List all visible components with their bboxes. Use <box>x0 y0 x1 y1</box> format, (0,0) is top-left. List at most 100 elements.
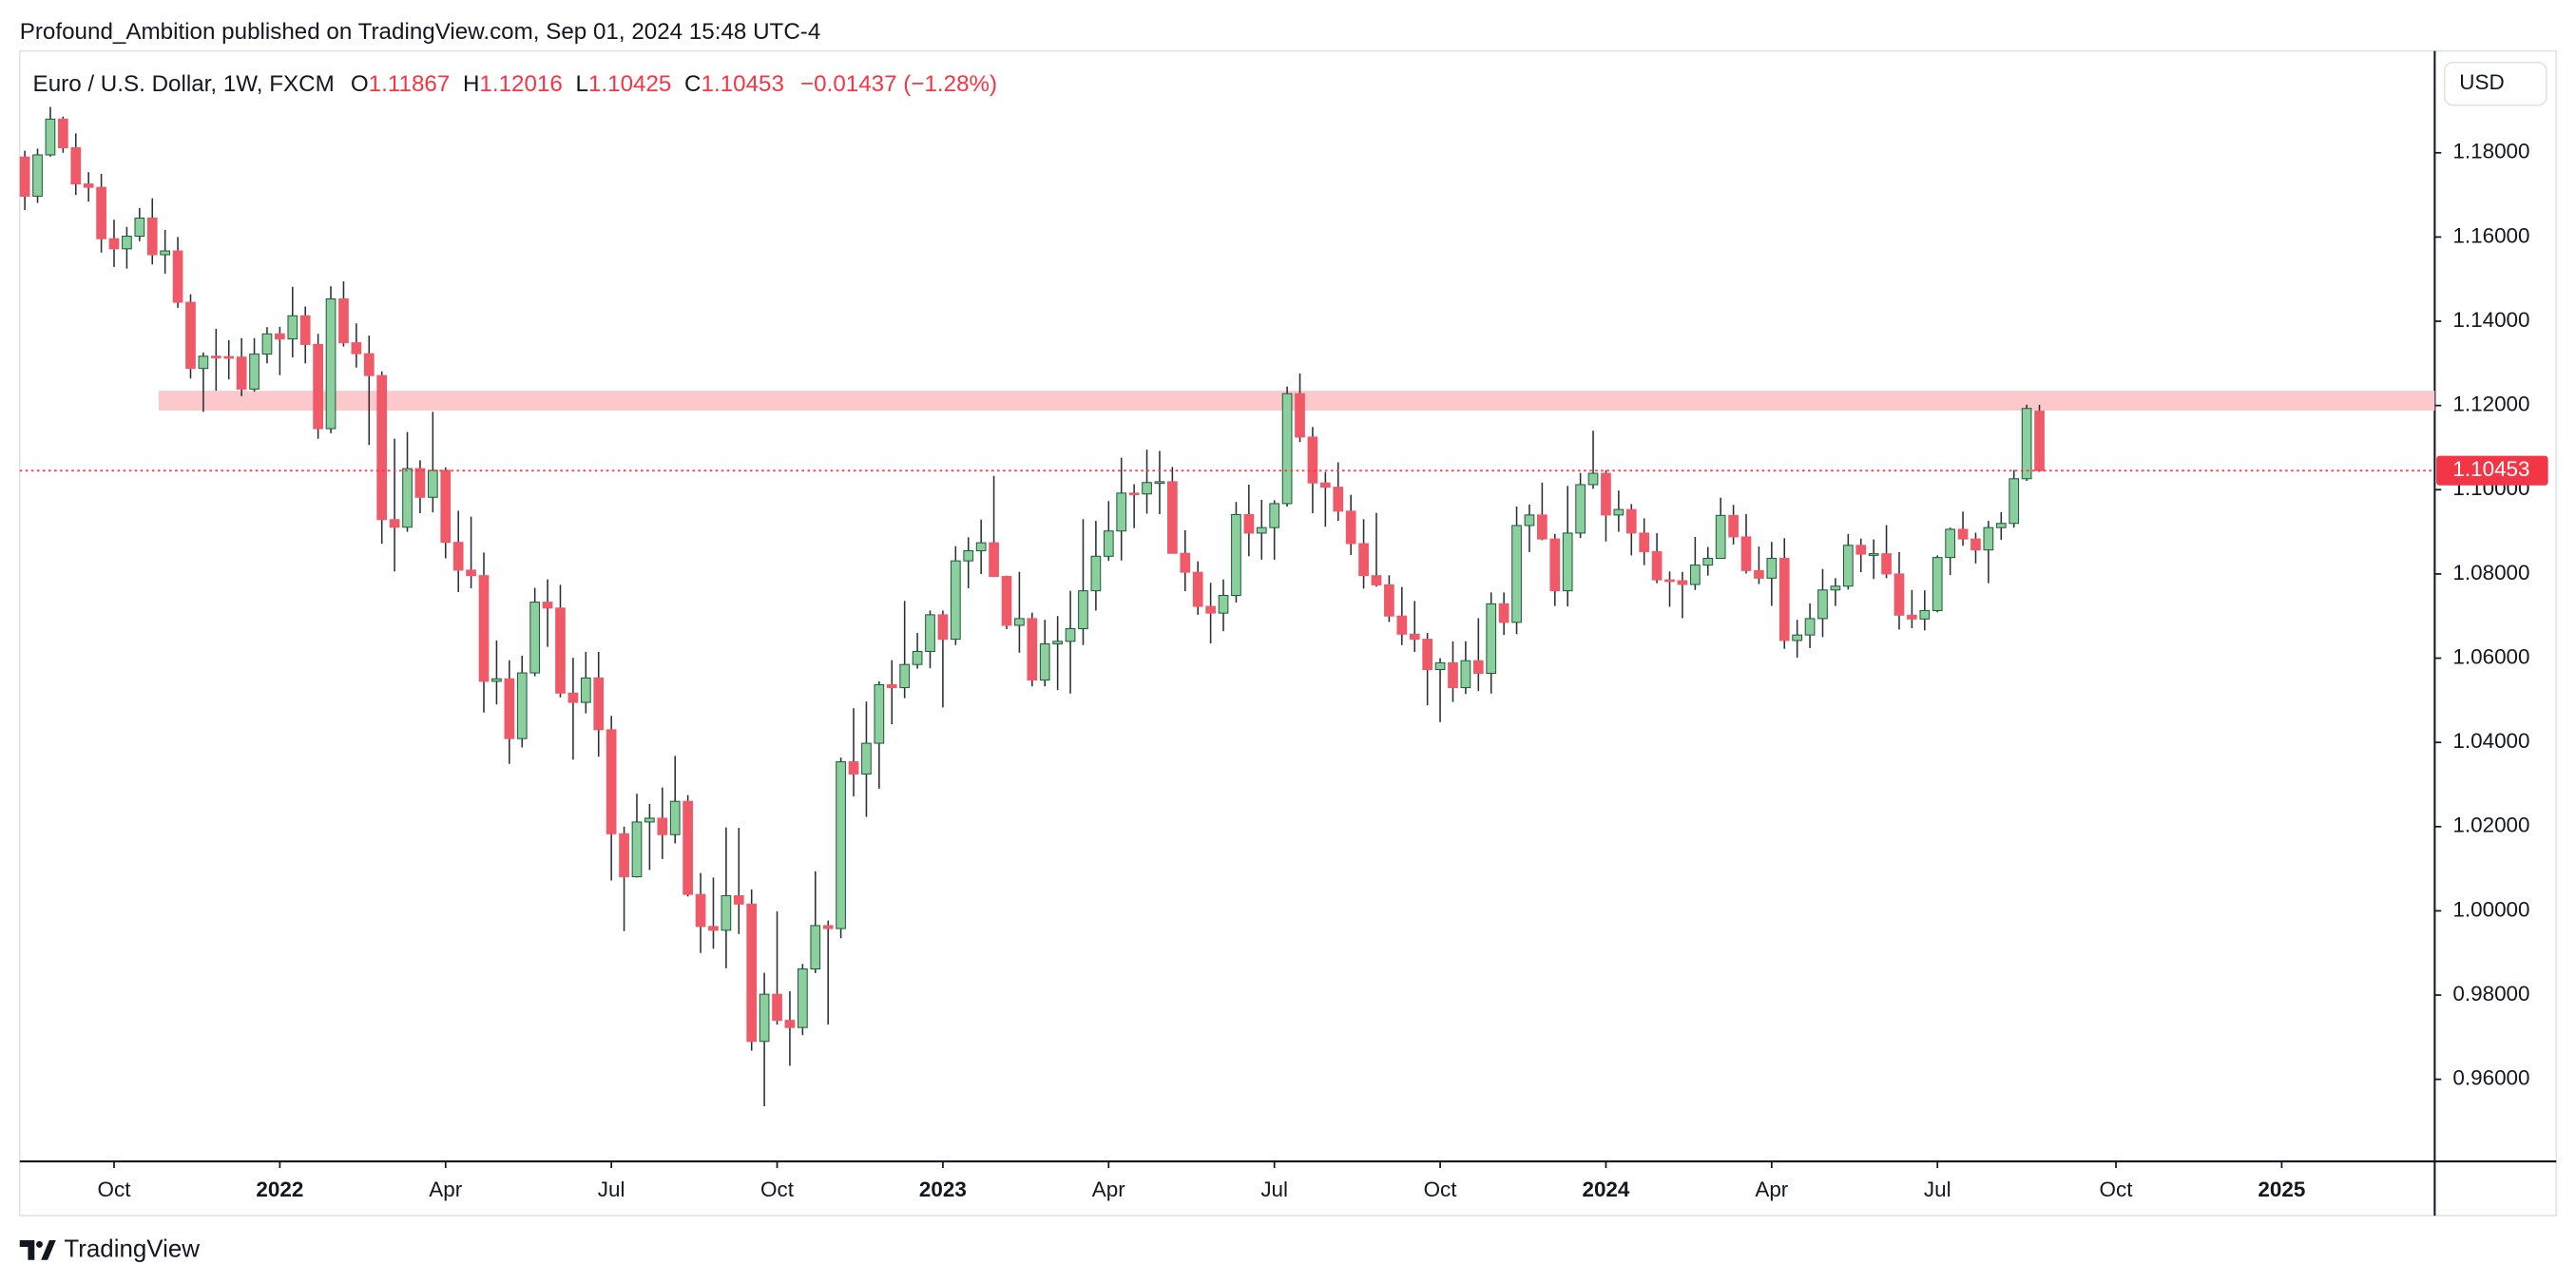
candle-body <box>836 761 846 929</box>
candle-body <box>925 614 935 652</box>
candle-body <box>1039 642 1050 681</box>
candle-body <box>160 250 171 256</box>
y-tick-label: 0.98000 <box>2452 982 2529 1005</box>
candle-body <box>1027 618 1038 681</box>
candle-body <box>1881 553 1892 575</box>
candle-body <box>912 650 923 665</box>
candle-body <box>452 542 464 571</box>
candle-body <box>861 742 872 775</box>
brand-name: TradingView <box>64 1235 200 1262</box>
y-tick-label: 1.04000 <box>2452 729 2529 753</box>
candle-body <box>299 315 311 345</box>
candle-body <box>682 800 693 895</box>
price-tag-label: 1.10453 <box>2452 457 2529 481</box>
candle-body <box>287 315 298 340</box>
candle-body <box>1740 536 1752 571</box>
candle-body <box>669 800 681 835</box>
candle-body <box>1587 472 1599 486</box>
candle-body <box>1766 557 1778 579</box>
candle-body <box>1537 514 1548 540</box>
x-tick-label: Oct <box>98 1178 132 1201</box>
candle-body <box>1422 639 1433 671</box>
candle-body <box>657 817 668 835</box>
candle-body <box>1078 590 1088 630</box>
candle-body <box>631 821 643 878</box>
x-tick-label: Apr <box>429 1178 462 1201</box>
candle-body <box>555 607 566 694</box>
candle-body <box>1192 571 1203 607</box>
candle-body <box>1116 492 1127 532</box>
candle-body <box>721 894 732 931</box>
high-value: 1.12016 <box>479 71 562 97</box>
close-label: C <box>684 71 701 97</box>
candle-body <box>542 602 553 609</box>
candle-body <box>746 903 758 1043</box>
high-label: H <box>463 71 479 97</box>
candle-body <box>1817 589 1828 620</box>
currency-button[interactable] <box>2443 61 2547 106</box>
candle-body <box>363 353 375 376</box>
candle-body <box>1995 523 2007 528</box>
candle-body <box>1702 557 1714 566</box>
chart-frame <box>18 49 2558 1216</box>
candle-body <box>1460 660 1471 689</box>
candle-body <box>593 677 605 731</box>
y-tick-label: 1.08000 <box>2452 561 2529 584</box>
candle-body <box>2009 478 2020 525</box>
candle-body <box>223 355 235 359</box>
candle-body <box>478 575 490 682</box>
candle-body <box>1052 641 1064 644</box>
candle-body <box>1448 661 1458 689</box>
candle-body <box>1945 528 1955 559</box>
candle-body <box>1651 550 1663 581</box>
symbol-name: Euro / U.S. Dollar, 1W, FXCM <box>33 71 335 97</box>
x-tick-label: 2024 <box>1582 1178 1629 1201</box>
candle-body <box>491 678 502 682</box>
candle-body <box>1358 543 1369 577</box>
candle-body <box>325 298 336 430</box>
candle-body <box>1894 573 1905 616</box>
candle-body <box>1154 481 1165 485</box>
candle-body <box>146 217 158 256</box>
y-tick-label: 1.06000 <box>2452 644 2529 668</box>
candle-body <box>1295 393 1305 438</box>
candle-body <box>2034 411 2045 471</box>
candle-body <box>1486 603 1497 675</box>
y-tick-label: 1.12000 <box>2452 393 2529 416</box>
candle-body <box>606 729 617 834</box>
candle-body <box>1689 565 1701 585</box>
candle-body <box>798 968 808 1028</box>
candle-body <box>1677 580 1688 585</box>
candle-body <box>1778 557 1790 642</box>
candle-body <box>389 519 400 528</box>
candle-body <box>1919 609 1931 620</box>
candle-body <box>440 469 452 544</box>
close-value: 1.10453 <box>702 71 784 97</box>
candle-body <box>32 154 43 197</box>
candle-body <box>1103 530 1114 557</box>
open-value: 1.11867 <box>369 71 451 97</box>
candle-body <box>2021 408 2032 480</box>
candle-body <box>1868 553 1879 556</box>
candle-body <box>466 569 476 577</box>
candle-body <box>402 468 413 528</box>
candle-body <box>122 236 132 250</box>
candle-body <box>1983 527 1994 551</box>
x-tick-label: Jul <box>598 1178 625 1201</box>
candle-body <box>1167 481 1178 554</box>
logo-icon <box>19 1240 56 1260</box>
x-tick-label: Apr <box>1755 1178 1788 1201</box>
candle-body <box>210 355 221 359</box>
candle-body <box>19 156 30 197</box>
x-tick-label: Oct <box>760 1178 795 1201</box>
candle-body <box>848 761 859 775</box>
candle-body <box>1907 614 1917 620</box>
currency-label[interactable]: USD <box>2459 70 2504 94</box>
y-tick-label: 1.02000 <box>2452 814 2529 837</box>
candle-body <box>1932 557 1943 611</box>
candle-body <box>1205 605 1216 614</box>
x-tick-label: Apr <box>1092 1178 1125 1201</box>
candle-body <box>83 183 94 188</box>
candle-body <box>1371 575 1382 585</box>
